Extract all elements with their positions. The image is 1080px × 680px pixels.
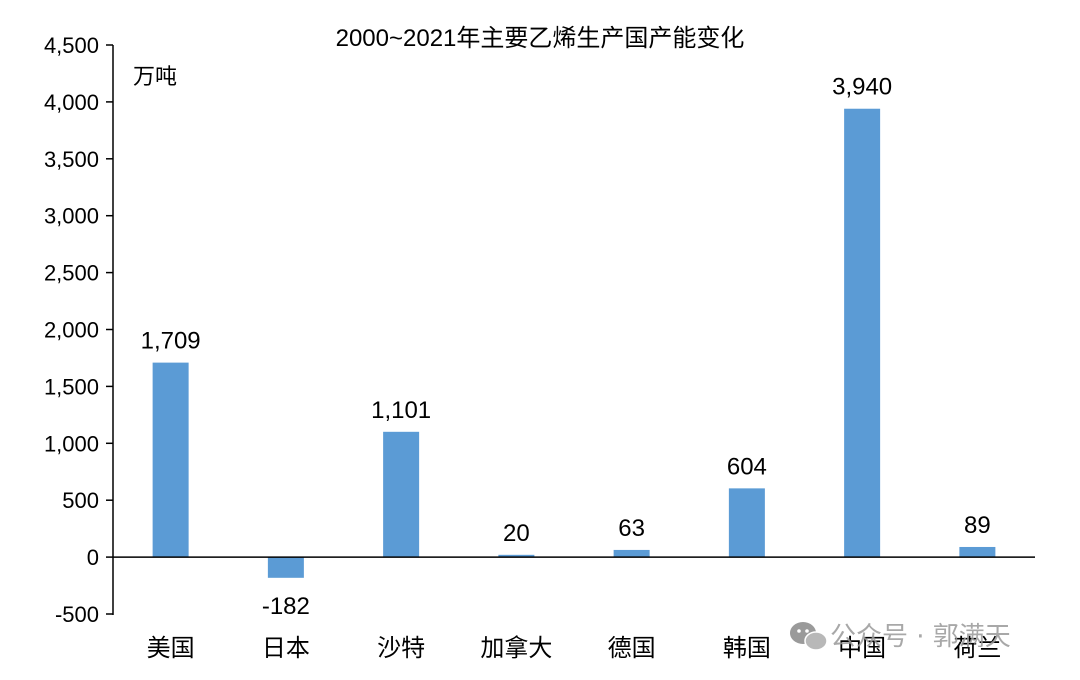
category-label: 韩国 <box>723 635 771 662</box>
y-tick-label: 2,000 <box>44 318 99 343</box>
y-tick-label: 1,500 <box>44 374 99 399</box>
bar <box>383 431 420 558</box>
category-label: 中国 <box>838 635 886 662</box>
category-label: 德国 <box>608 635 656 662</box>
category-label: 沙特 <box>377 635 425 662</box>
data-label: 604 <box>727 453 767 480</box>
category-label: 美国 <box>147 635 195 662</box>
bar <box>959 546 996 558</box>
category-label: 加拿大 <box>480 635 552 662</box>
y-tick-label: 3,500 <box>44 147 99 172</box>
y-tick-label: 0 <box>87 545 99 570</box>
y-tick-label: 4,000 <box>44 90 99 115</box>
bar <box>728 488 765 558</box>
data-label: 89 <box>964 512 991 539</box>
bar <box>613 549 650 558</box>
y-tick-label: 2,500 <box>44 261 99 286</box>
y-tick-label: -500 <box>55 602 99 627</box>
data-label: 1,101 <box>371 397 431 424</box>
chart-title: 2000~2021年主要乙烯生产国产能变化 <box>336 25 745 52</box>
data-label: 1,709 <box>141 328 201 355</box>
unit-label: 万吨 <box>133 64 177 89</box>
bar <box>267 557 304 578</box>
bars <box>152 108 996 578</box>
data-labels: 1,709 -182 1,101 20 63 604 3,940 89 <box>141 74 991 620</box>
wechat-icon <box>790 622 828 651</box>
data-label: 20 <box>503 520 530 547</box>
bar <box>844 108 881 558</box>
data-label: -182 <box>262 593 310 620</box>
data-label: 3,940 <box>832 74 892 101</box>
y-tick-label: 1,000 <box>44 431 99 456</box>
bar <box>498 554 535 558</box>
category-label: 荷兰 <box>953 635 1001 662</box>
y-tick-label: 500 <box>62 488 99 513</box>
watermark: 公众号 · 郭满天 <box>790 622 1011 652</box>
category-label: 日本 <box>262 635 310 662</box>
y-tick-label: 4,500 <box>44 33 99 58</box>
data-label: 63 <box>618 515 645 542</box>
watermark-text: 公众号 · 郭满天 <box>830 622 1011 652</box>
bar <box>152 362 189 558</box>
y-ticks: -500 0 500 1,000 1,500 2,000 2,500 3,000 3,500 4,… <box>44 33 113 627</box>
category-labels: 美国 日本 沙特 加拿大 德国 韩国 中国 荷兰 <box>147 635 1002 662</box>
y-tick-label: 3,000 <box>44 204 99 229</box>
